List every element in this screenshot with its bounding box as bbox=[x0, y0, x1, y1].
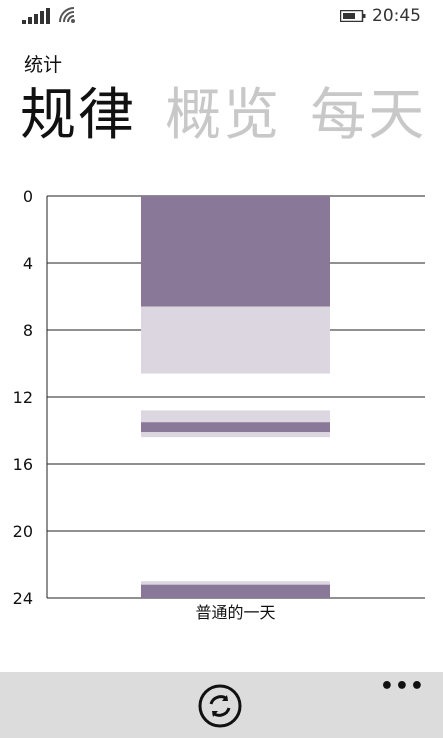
bar-segment bbox=[141, 581, 330, 585]
sync-icon[interactable] bbox=[198, 684, 242, 728]
pivot-header: 规律 概览 每天 bbox=[20, 76, 443, 156]
bar-segment bbox=[141, 196, 330, 307]
y-tick-label: 16 bbox=[13, 455, 33, 474]
pivot-tab-overview[interactable]: 概览 bbox=[165, 83, 282, 148]
signal-strength-icon bbox=[22, 8, 50, 24]
sleep-pattern-chart: 0 4 8 12 16 20 24 普通的一天 bbox=[0, 186, 443, 626]
clock: 20:45 bbox=[372, 6, 421, 26]
battery-icon bbox=[340, 10, 366, 22]
pivot-tab-daily[interactable]: 每天 bbox=[310, 83, 427, 148]
y-tick-label: 12 bbox=[13, 388, 33, 407]
bar-segment bbox=[141, 410, 330, 423]
more-options-button[interactable]: ••• bbox=[379, 674, 425, 699]
y-tick-label: 24 bbox=[13, 589, 33, 608]
bar-segment bbox=[141, 422, 330, 433]
chart-svg: 0 4 8 12 16 20 24 普通的一天 bbox=[13, 187, 425, 622]
y-tick-label: 20 bbox=[13, 522, 33, 541]
bar-segment bbox=[141, 306, 330, 374]
y-tick-label: 8 bbox=[23, 321, 33, 340]
bar-segment bbox=[141, 584, 330, 598]
bar-segment bbox=[141, 432, 330, 438]
app-title: 统计 bbox=[24, 54, 63, 76]
app-bar: ••• bbox=[0, 672, 443, 738]
pivot-tab-pattern[interactable]: 规律 bbox=[20, 83, 136, 148]
status-bar: 20:45 bbox=[0, 0, 443, 32]
wifi-icon bbox=[59, 7, 75, 23]
y-tick-label: 4 bbox=[23, 254, 33, 273]
x-category-label: 普通的一天 bbox=[195, 603, 275, 622]
y-tick-label: 0 bbox=[23, 187, 33, 206]
